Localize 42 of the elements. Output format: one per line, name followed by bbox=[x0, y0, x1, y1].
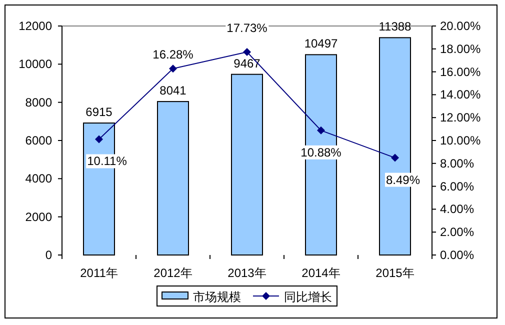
data-label: 8041 bbox=[160, 84, 187, 98]
data-label: 10.11% bbox=[87, 154, 128, 168]
y-tick-label: 2000 bbox=[25, 210, 52, 224]
y-tick-label: 8000 bbox=[25, 95, 52, 110]
y2-tick-label: 16.00% bbox=[440, 64, 482, 79]
legend-label: 市场规模 bbox=[193, 290, 241, 304]
y2-tick-label: 18.00% bbox=[440, 42, 482, 56]
bar bbox=[157, 101, 189, 256]
y2-tick-label: 14.00% bbox=[440, 88, 482, 102]
data-label: 17.73% bbox=[226, 20, 268, 35]
data-label: 6915 bbox=[86, 105, 113, 120]
y2-tick-label: 4.00% bbox=[440, 202, 474, 216]
y-tick-label: 0 bbox=[45, 248, 52, 262]
x-tick-label: 2011年 bbox=[80, 266, 118, 280]
point bbox=[95, 135, 103, 144]
point bbox=[317, 126, 325, 134]
point bbox=[169, 64, 177, 73]
data-label: 10497 bbox=[304, 36, 338, 51]
data-label: 10.88% bbox=[300, 145, 342, 160]
data-label: 11388 bbox=[378, 20, 412, 34]
y-tick-label: 4000 bbox=[25, 172, 52, 186]
x-tick-label: 2013年 bbox=[228, 266, 266, 280]
y2-tick-label: 2.00% bbox=[440, 225, 474, 240]
data-label: 16.28% bbox=[152, 48, 194, 62]
point bbox=[391, 154, 399, 162]
y-tick-label: 6000 bbox=[25, 134, 52, 148]
y-tick-label: 10000 bbox=[18, 57, 52, 72]
y2-tick-label: 6.00% bbox=[440, 179, 474, 194]
legend-label: 同比增长 bbox=[284, 290, 332, 304]
point bbox=[243, 48, 251, 56]
x-tick-label: 2015年 bbox=[376, 266, 414, 280]
y-tick-label: 12000 bbox=[18, 19, 52, 33]
y2-tick-label: 20.00% bbox=[440, 19, 482, 33]
x-tick-label: 2012年 bbox=[154, 266, 192, 280]
bar bbox=[231, 74, 263, 256]
y2-tick-label: 12.00% bbox=[440, 110, 482, 125]
data-label: 9467 bbox=[234, 56, 261, 70]
y2-tick-label: 0.00% bbox=[440, 248, 474, 262]
y2-tick-label: 8.00% bbox=[440, 156, 474, 170]
x-tick-label: 2014年 bbox=[302, 266, 340, 280]
y2-tick-label: 10.00% bbox=[440, 134, 482, 148]
data-label: 8.49% bbox=[386, 172, 420, 187]
